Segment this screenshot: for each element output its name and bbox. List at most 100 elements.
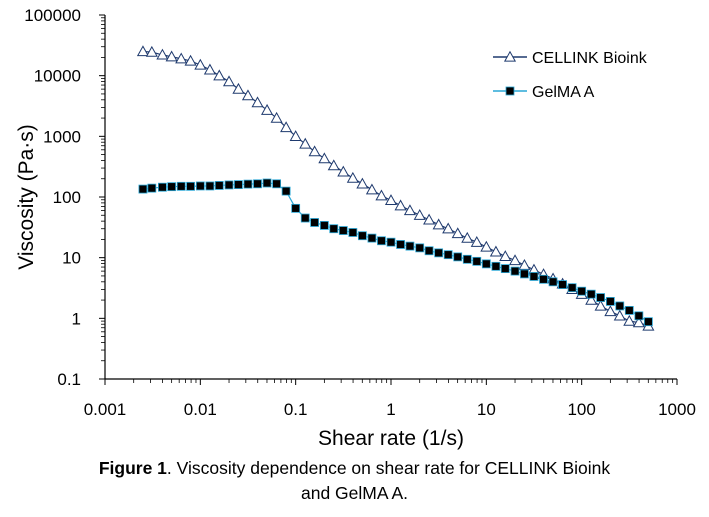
data-point <box>405 241 415 251</box>
data-point <box>594 299 607 311</box>
data-point <box>567 283 577 293</box>
data-point <box>262 178 272 188</box>
data-point <box>300 213 310 223</box>
data-point <box>145 45 158 57</box>
data-point <box>585 293 598 305</box>
y-tick-label: 1000 <box>43 127 81 146</box>
data-point <box>214 181 224 190</box>
data-point <box>232 82 245 94</box>
series-gelma-a <box>138 178 653 327</box>
x-tick-label: 0.01 <box>184 400 217 419</box>
data-point <box>327 159 340 171</box>
caption-line-1: Figure 1. Viscosity dependence on shear … <box>0 456 709 481</box>
data-point <box>632 316 645 328</box>
data-point <box>319 221 329 230</box>
data-point <box>529 272 539 281</box>
x-tick-label: 0.1 <box>284 400 308 419</box>
data-point <box>329 224 339 234</box>
caption-line-2: and GelMA A. <box>300 483 408 503</box>
data-point <box>357 231 367 241</box>
data-point <box>481 259 491 269</box>
data-point <box>586 289 596 299</box>
caption-text: . Viscosity dependence on shear rate for… <box>166 458 611 478</box>
chart-series <box>136 45 655 331</box>
data-point <box>489 245 502 257</box>
data-point <box>234 180 243 190</box>
data-point <box>415 243 425 253</box>
data-point <box>167 182 177 192</box>
data-point <box>508 254 522 266</box>
data-point <box>461 231 474 243</box>
data-point <box>432 218 445 230</box>
x-tick-label: 0.001 <box>84 400 127 419</box>
data-point <box>280 121 293 133</box>
data-point <box>434 248 444 258</box>
data-point <box>624 306 634 315</box>
data-point <box>424 246 434 256</box>
data-point <box>577 286 587 296</box>
data-point <box>480 240 493 252</box>
legend-label: GelMA A <box>532 84 595 101</box>
chart-legend: CELLINK Bioink GelMA A <box>493 50 648 101</box>
data-point <box>346 171 359 183</box>
data-point <box>558 280 568 289</box>
data-point <box>394 199 407 211</box>
y-tick-label: 100000 <box>24 6 81 25</box>
y-axis-title: Viscosity (Pa·s) <box>15 124 38 269</box>
data-point <box>195 181 205 191</box>
data-point <box>272 179 282 189</box>
data-point <box>365 183 378 195</box>
data-point <box>500 264 510 274</box>
x-tick-label: 10 <box>477 400 496 419</box>
data-point <box>605 297 615 306</box>
data-point <box>615 301 625 311</box>
legend-label: CELLINK Bioink <box>532 50 648 67</box>
data-point <box>623 314 636 326</box>
y-tick-label: 10000 <box>34 67 81 86</box>
data-point <box>251 96 264 108</box>
data-point <box>299 137 312 149</box>
data-point <box>224 180 234 190</box>
data-point <box>338 226 348 235</box>
data-point <box>453 252 463 262</box>
data-point <box>613 309 626 321</box>
data-point <box>596 293 606 302</box>
data-point <box>539 274 548 284</box>
data-point <box>367 233 377 243</box>
data-point <box>147 183 157 193</box>
data-point <box>136 45 149 57</box>
data-point <box>270 111 283 123</box>
data-point <box>356 177 369 189</box>
data-point <box>261 103 274 115</box>
data-point <box>281 186 291 196</box>
data-point <box>241 89 255 101</box>
data-point <box>384 194 398 206</box>
data-point <box>451 227 464 239</box>
data-point <box>165 50 178 62</box>
data-point <box>337 165 350 177</box>
data-point <box>176 181 186 191</box>
data-point <box>203 63 216 75</box>
data-point <box>510 266 520 276</box>
data-point <box>423 213 436 225</box>
data-point <box>253 179 262 189</box>
data-point <box>377 236 386 246</box>
data-point <box>634 311 644 321</box>
data-point <box>291 203 301 213</box>
data-point <box>386 237 396 247</box>
data-point <box>318 152 331 164</box>
data-point <box>205 181 215 191</box>
data-point <box>396 240 405 249</box>
data-point <box>443 250 453 260</box>
figure-caption: Figure 1. Viscosity dependence on shear … <box>0 456 709 506</box>
data-point <box>491 261 501 271</box>
data-point <box>157 182 167 192</box>
viscosity-chart: 0.001 0.01 0.1 1 10 100 1000 0.1 1 10 100 1000 10000… <box>15 6 696 450</box>
x-tick-label: 1000 <box>658 400 696 419</box>
data-point <box>348 228 358 237</box>
x-tick-label: 1 <box>386 400 395 419</box>
data-point <box>375 189 388 201</box>
data-point <box>548 277 558 287</box>
y-tick-label: 1 <box>72 309 81 328</box>
data-point <box>194 58 207 70</box>
